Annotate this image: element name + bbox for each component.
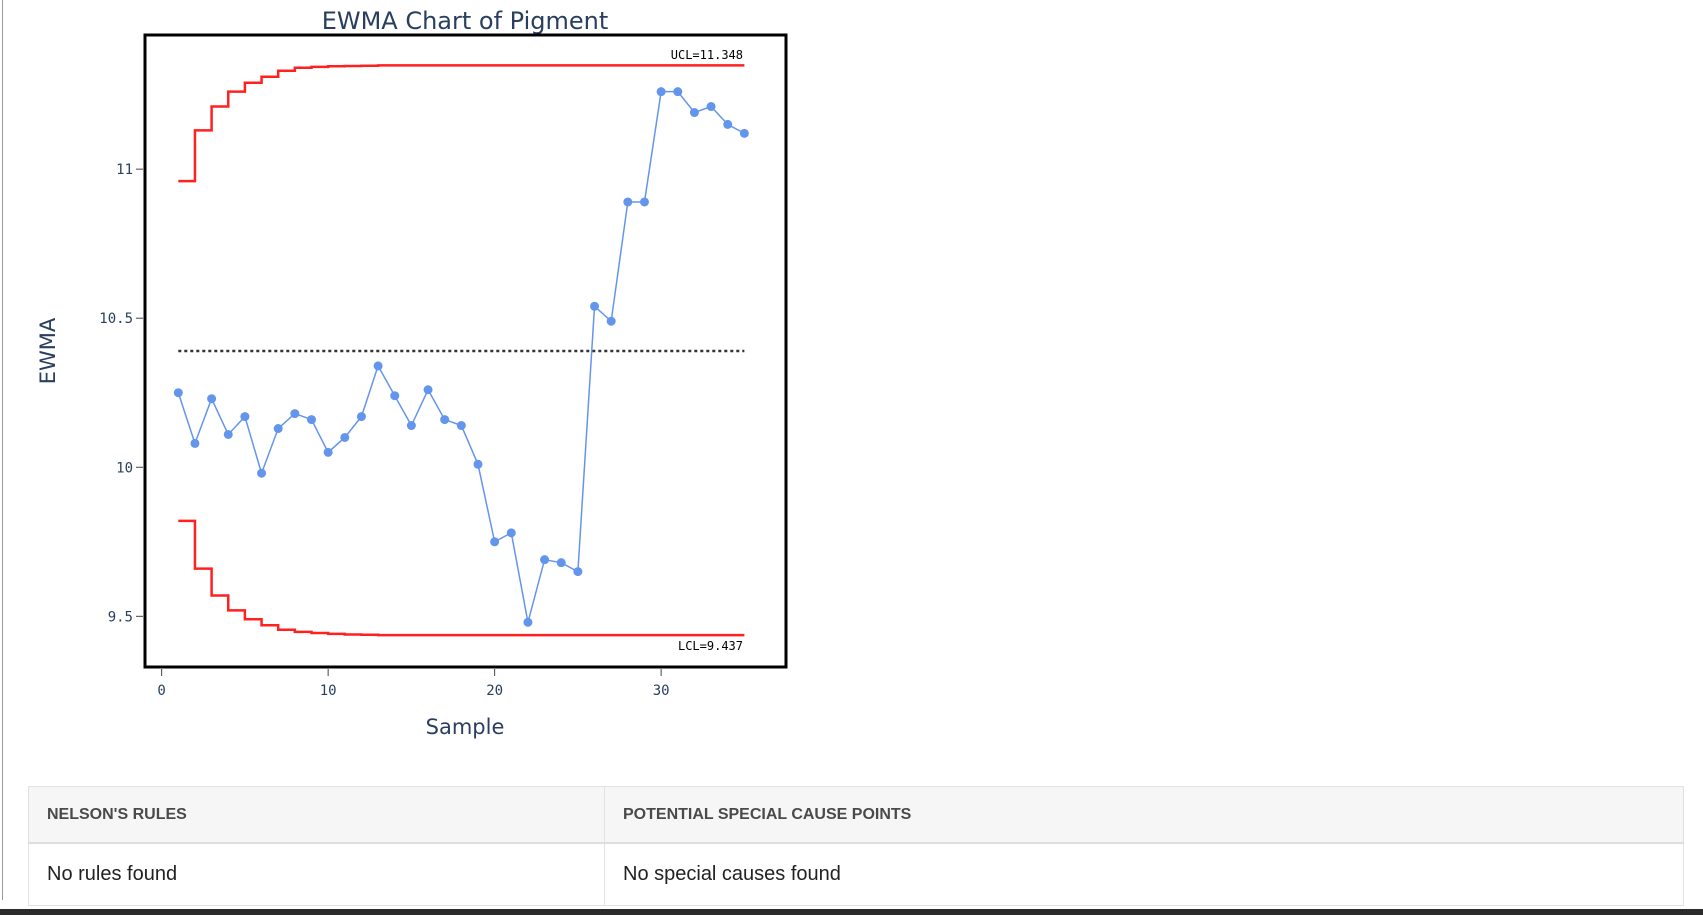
left-border [2,0,3,900]
rules-result-cell: No rules found [28,842,605,906]
data-point [440,415,450,425]
y-tick-label: 9.5 [108,609,133,625]
data-point [423,385,433,395]
chart-title: EWMA Chart of Pigment [322,7,609,35]
data-point [306,415,316,425]
x-tick-label: 0 [157,683,165,699]
data-point [606,316,616,326]
data-point [673,87,683,97]
data-point [273,424,283,434]
data-point [290,409,300,419]
ucl-label: UCL=11.348 [671,48,743,62]
table-row: No rules found No special causes found [28,842,1684,906]
data-points [173,87,749,627]
data-point [356,412,366,422]
data-point [706,102,716,112]
data-point [573,567,583,577]
data-point [207,394,217,404]
table-header-row: NELSON'S RULES POTENTIAL SPECIAL CAUSE P… [28,786,1684,844]
special-causes-result-cell: No special causes found [604,842,1684,906]
nelson-rules-table: NELSON'S RULES POTENTIAL SPECIAL CAUSE P… [28,786,1684,906]
data-point [590,301,600,311]
y-tick-label: 10 [116,460,133,476]
x-tick-label: 10 [320,683,337,699]
data-point [323,447,333,457]
data-point [523,617,533,627]
data-point [556,558,566,568]
y-tick-label: 10.5 [99,311,133,327]
bottom-border [0,909,1703,915]
y-axis: 9.5 10 10.5 11 [99,162,143,625]
data-point [257,468,267,478]
data-point [639,197,649,207]
data-point [490,537,500,547]
data-point [723,119,733,129]
ucl-line [178,64,745,183]
x-tick-label: 30 [653,683,670,699]
header-nelsons-rules: NELSON'S RULES [28,786,605,844]
x-tick-label: 20 [486,683,503,699]
data-point [373,361,383,371]
data-point [390,391,400,401]
data-point [473,459,483,469]
data-point [456,421,466,431]
x-axis: 0 10 20 30 [157,669,670,699]
data-point [623,197,633,207]
y-tick-label: 11 [116,162,133,178]
data-point [340,432,350,442]
data-point [739,128,749,138]
data-point [240,412,250,422]
x-axis-title: Sample [426,715,505,739]
y-axis-title: EWMA [36,317,60,384]
data-point [689,108,699,118]
data-point [190,438,200,448]
data-point [540,555,550,565]
header-special-cause-points: POTENTIAL SPECIAL CAUSE POINTS [604,786,1684,844]
ewma-chart: EWMA Chart of Pigment 9.5 10 10.5 11 0 10 20 3… [36,7,788,739]
data-point [173,388,183,398]
lcl-line [178,519,745,637]
data-point [656,87,666,97]
lcl-label: LCL=9.437 [678,639,743,653]
data-point [506,528,516,538]
data-point [223,429,233,439]
data-point [406,421,416,431]
